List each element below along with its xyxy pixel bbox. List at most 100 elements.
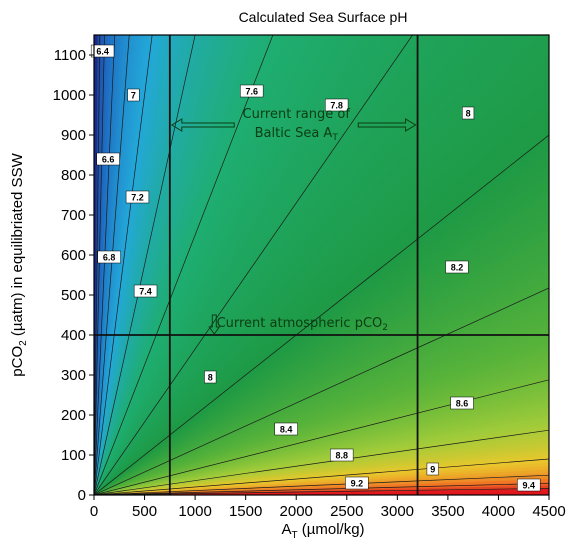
- contour-label: 7.4: [139, 286, 152, 296]
- ph-field-wedge: [94, 35, 405, 495]
- x-tick-label: 4000: [482, 503, 515, 520]
- ph-contour-line-7-2: [94, 35, 153, 495]
- chart-title: Calculated Sea Surface pH: [239, 9, 408, 25]
- ph-field-wedge: [94, 35, 511, 495]
- contour-label-box: [325, 98, 349, 112]
- ph-field-wedge: [94, 35, 429, 495]
- ph-field-wedge: [94, 35, 338, 495]
- ph-field-wedge: [94, 35, 505, 495]
- annotations: Current range of Baltic Sea AT Current a…: [170, 107, 417, 335]
- ph-field-wedge: [94, 35, 390, 495]
- ph-field-wedge: [94, 35, 188, 495]
- y-axis-label: pCO2 (µatm) in equilibriated SSW: [9, 152, 29, 376]
- ph-field-wedge: [94, 35, 424, 495]
- ph-field-wedge: [94, 35, 450, 495]
- x-tick-label: 3000: [381, 503, 414, 520]
- contour-label-box: [330, 448, 354, 462]
- contour-label-box: [240, 84, 264, 98]
- ph-field-wedge: [94, 35, 226, 495]
- annotation-atmospheric-pco2: Current atmospheric pCO2: [217, 316, 388, 333]
- ph-field-wedge: [94, 35, 460, 495]
- ph-field-wedge: [94, 35, 124, 495]
- ph-field-wedge: [94, 35, 325, 495]
- y-axis-ticks: 0 100 200 300 400 500 600 700 800 900 1000 1100: [53, 47, 94, 504]
- ph-contour-line-7-4: [94, 35, 196, 495]
- annotation-baltic-range-line1: Current range of: [243, 107, 351, 122]
- contour-label-box: [462, 106, 475, 120]
- ph-contour-line-6-6: [94, 35, 105, 495]
- contour-label: 8.6: [456, 398, 469, 408]
- ph-field-wedge: [94, 35, 309, 495]
- contour-label: 7.6: [245, 86, 258, 96]
- ph-field-wedge: [94, 35, 168, 495]
- contour-label-box: [426, 462, 439, 476]
- ph-field-wedge: [94, 35, 178, 495]
- ph-contour-line-7-8: [94, 35, 413, 495]
- ph-field-wedge: [94, 35, 148, 495]
- ph-field-wedge: [94, 35, 185, 495]
- down-hollow-arrow: [208, 314, 221, 335]
- contour-label-box: [274, 422, 298, 436]
- ph-field-wedge: [94, 35, 219, 495]
- ph-field-wedge: [94, 35, 297, 495]
- contour-label-box: [90, 44, 115, 58]
- ph-field-wedge: [94, 35, 101, 495]
- contour-label: 7.8: [330, 100, 343, 110]
- contour-label: 9.2: [351, 478, 364, 488]
- ph-field-wedge: [94, 35, 317, 495]
- x-tick-label: 500: [132, 503, 157, 520]
- contour-label: 8: [208, 372, 213, 382]
- ph-field-wedge: [94, 35, 98, 495]
- contour-label-box: [450, 396, 474, 410]
- ph-field-wedge: [94, 35, 212, 495]
- contour-label-box: [127, 88, 140, 102]
- ph-field-wedge: [94, 35, 499, 495]
- y-tick-label: 700: [61, 207, 86, 224]
- atmospheric-arrow: [208, 314, 221, 335]
- x-tick-label: 1000: [178, 503, 211, 520]
- y-axis-label-subscript: 2: [18, 340, 29, 346]
- ph-field-wedge: [94, 35, 141, 495]
- annotation-baltic-range-text: Baltic Sea A: [255, 126, 333, 141]
- ph-field-wedge: [94, 35, 151, 495]
- ph-field-wedge: [94, 35, 282, 495]
- ph-field-wedge: [94, 35, 313, 495]
- y-tick-label: 800: [61, 167, 86, 184]
- ph-contour-line-7: [94, 35, 130, 495]
- x-tick-label: 1500: [229, 503, 262, 520]
- ph-field-wedge: [94, 35, 263, 495]
- x-tick-label: 2500: [330, 503, 363, 520]
- left-hollow-arrow: [170, 118, 235, 132]
- ph-field-wedge: [94, 35, 466, 495]
- ph-field-wedge: [94, 35, 363, 495]
- x-tick-label: 3500: [431, 503, 464, 520]
- y-tick-label: 100: [61, 447, 86, 464]
- ph-field-wedge: [94, 35, 523, 495]
- ph-field-wedge: [94, 35, 517, 495]
- ph-field-wedge: [94, 35, 381, 495]
- contour-label: 9.4: [523, 480, 536, 490]
- contour-label-box: [96, 152, 120, 166]
- contour-label: 8.4: [280, 424, 293, 434]
- ph-contour-line-6-4: [94, 35, 101, 495]
- right-hollow-arrow: [357, 118, 417, 132]
- ph-field-wedge: [94, 35, 419, 495]
- ph-field-wedge: [94, 35, 329, 495]
- contour-label: 9: [430, 464, 435, 474]
- ph-field-wedge: [94, 35, 342, 495]
- ph-field-wedge: [94, 35, 493, 495]
- ph-field-wedge: [94, 35, 244, 495]
- y-tick-label: 200: [61, 407, 86, 424]
- ph-field-wedge: [94, 35, 241, 495]
- contour-label-box: [345, 476, 369, 490]
- ph-field-wedge: [94, 35, 321, 495]
- ph-field-wedge: [94, 35, 346, 495]
- ph-field-wedge: [94, 35, 305, 495]
- ph-field-wedge: [94, 35, 386, 495]
- ph-field-wedge: [94, 35, 439, 495]
- contour-label: 6.4: [96, 46, 109, 56]
- ph-field-wedge: [94, 35, 444, 495]
- ph-field-wedge: [94, 35, 285, 495]
- ph-field-wedge: [94, 35, 128, 495]
